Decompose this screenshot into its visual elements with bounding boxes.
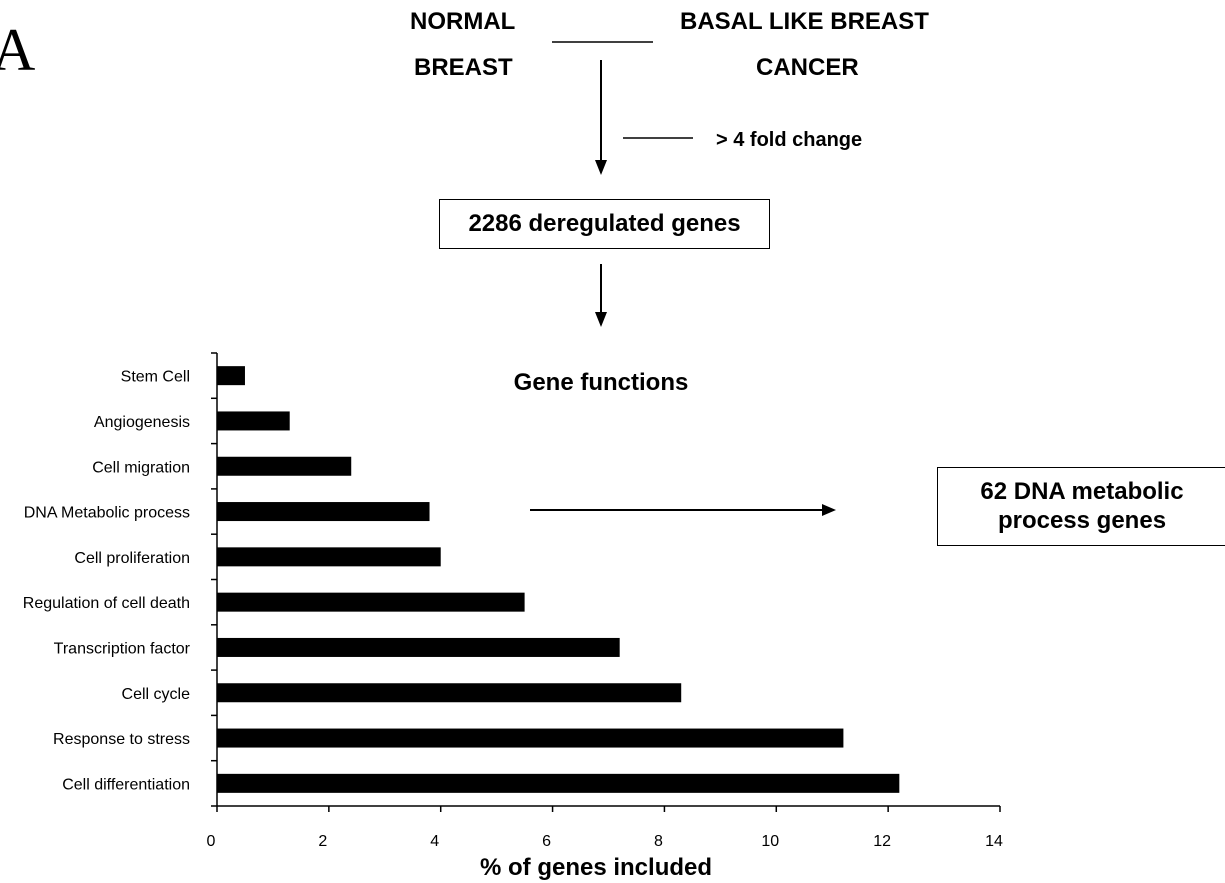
bar-2 bbox=[217, 456, 352, 476]
result-box-line1: 62 DNA metabolic bbox=[980, 477, 1184, 505]
bar-9 bbox=[217, 773, 900, 793]
bars-group bbox=[217, 366, 900, 793]
bar-7 bbox=[217, 683, 682, 703]
bar-0 bbox=[217, 366, 245, 386]
bar-1 bbox=[217, 411, 290, 431]
normal-breast-line2: BREAST bbox=[414, 54, 513, 81]
bar-3 bbox=[217, 502, 430, 522]
category-label-3: DNA Metabolic process bbox=[24, 505, 190, 522]
category-label-1: Angiogenesis bbox=[94, 414, 190, 431]
chart-title: Gene functions bbox=[514, 369, 689, 396]
category-label-6: Transcription factor bbox=[54, 640, 191, 657]
basal-cancer-line1: BASAL LIKE BREAST bbox=[680, 8, 929, 35]
normal-breast-line1: NORMAL bbox=[410, 8, 516, 35]
deregulated-genes-box: 2286 deregulated genes bbox=[439, 199, 770, 249]
x-tick-label-7: 14 bbox=[985, 833, 1003, 850]
gene-functions-chart: Gene functions Stem Cell Angiogenesis Cell… bbox=[23, 352, 1003, 881]
category-label-8: Response to stress bbox=[53, 731, 190, 748]
category-label-5: Regulation of cell death bbox=[23, 595, 190, 612]
x-tick-label-2: 4 bbox=[430, 833, 439, 850]
category-label-4: Cell proliferation bbox=[74, 550, 190, 567]
x-tick-label-5: 10 bbox=[761, 833, 779, 850]
result-box-line2: process genes bbox=[997, 506, 1167, 534]
category-label-2: Cell migration bbox=[92, 459, 190, 476]
bar-4 bbox=[217, 547, 441, 567]
bar-8 bbox=[217, 728, 844, 748]
bar-6 bbox=[217, 637, 620, 657]
down-arrowhead-1 bbox=[595, 160, 607, 175]
basal-cancer-line2: CANCER bbox=[756, 54, 859, 81]
right-arrowhead bbox=[822, 504, 836, 516]
x-tick-label-4: 8 bbox=[654, 833, 663, 850]
x-tick-label-1: 2 bbox=[318, 833, 327, 850]
bar-5 bbox=[217, 592, 525, 612]
x-tick-label-6: 12 bbox=[873, 833, 891, 850]
filter-label: > 4 fold change bbox=[716, 129, 863, 151]
x-tick-label-0: 0 bbox=[207, 833, 216, 850]
x-axis-label: % of genes included bbox=[480, 854, 712, 881]
down-arrowhead-2 bbox=[595, 312, 607, 327]
y-axis bbox=[211, 352, 218, 807]
x-axis: 0 2 4 6 8 10 12 14 bbox=[207, 805, 1003, 850]
category-label-0: Stem Cell bbox=[121, 369, 190, 386]
category-label-7: Cell cycle bbox=[122, 686, 191, 703]
category-label-9: Cell differentiation bbox=[62, 776, 190, 793]
category-labels: Stem Cell Angiogenesis Cell migration DNA M… bbox=[23, 369, 191, 794]
x-tick-label-3: 6 bbox=[542, 833, 551, 850]
dna-metabolic-genes-box: 62 DNA metabolic process genes bbox=[937, 467, 1225, 546]
panel-label: A bbox=[0, 17, 36, 83]
